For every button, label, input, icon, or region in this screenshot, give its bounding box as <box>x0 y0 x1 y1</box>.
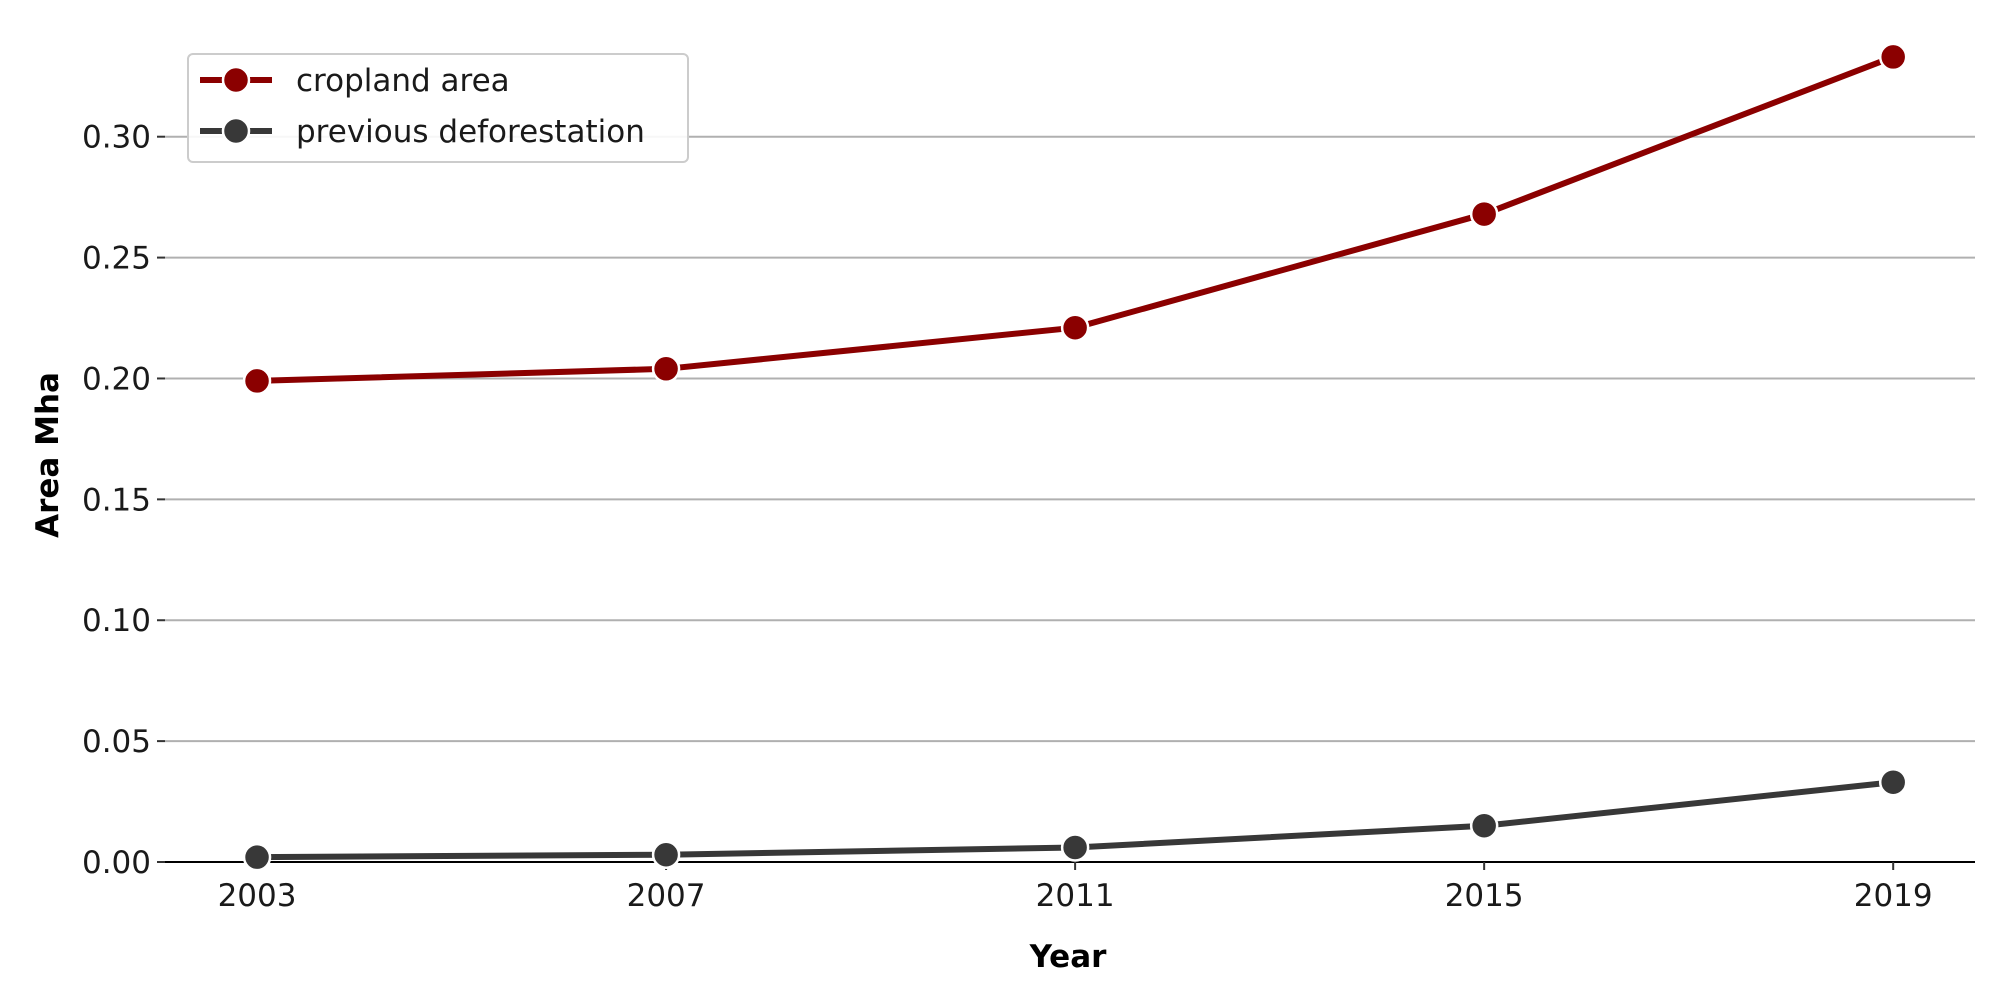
y-tick-labels: 0.00 0.05 0.10 0.15 0.20 0.25 0.30 <box>82 120 151 881</box>
x-tick-label: 2011 <box>1036 878 1115 914</box>
legend-label-1: previous deforestation <box>296 114 645 150</box>
data-point-1-3 <box>1469 811 1499 840</box>
data-point-0-2 <box>1060 313 1090 342</box>
x-axis-title: Year <box>1029 939 1108 975</box>
y-tick-label: 0.15 <box>82 482 151 518</box>
series <box>242 42 1908 872</box>
y-tick-label: 0.05 <box>82 724 151 760</box>
legend: cropland area previous deforestation <box>187 53 689 163</box>
axes <box>157 135 1975 870</box>
data-point-0-4 <box>1878 42 1908 72</box>
data-point-1-2 <box>1060 833 1090 862</box>
legend-marker-1 <box>221 116 251 146</box>
x-tick-label: 2007 <box>627 878 706 914</box>
y-tick-label: 0.20 <box>82 361 151 397</box>
x-tick-labels: 2003 2007 2011 2015 2019 <box>218 878 1933 914</box>
legend-label-0: cropland area <box>296 63 510 99</box>
y-tick-label: 0.00 <box>82 845 151 881</box>
data-point-0-0 <box>242 366 272 396</box>
data-point-0-3 <box>1469 199 1499 229</box>
data-point-1-1 <box>651 840 681 869</box>
x-tick-label: 2015 <box>1445 878 1524 914</box>
x-tick-label: 2019 <box>1854 878 1933 914</box>
data-point-0-1 <box>651 354 681 384</box>
data-point-1-0 <box>242 842 272 872</box>
y-tick-label: 0.10 <box>82 603 151 639</box>
y-tick-label: 0.30 <box>82 120 151 156</box>
x-tick-label: 2003 <box>218 878 297 914</box>
gridlines <box>165 135 1975 743</box>
y-tick-label: 0.25 <box>82 241 151 277</box>
legend-marker-0 <box>221 65 251 95</box>
data-point-1-4 <box>1878 767 1908 797</box>
y-axis-title: Area Mha <box>30 372 66 538</box>
legend-box <box>187 53 689 163</box>
